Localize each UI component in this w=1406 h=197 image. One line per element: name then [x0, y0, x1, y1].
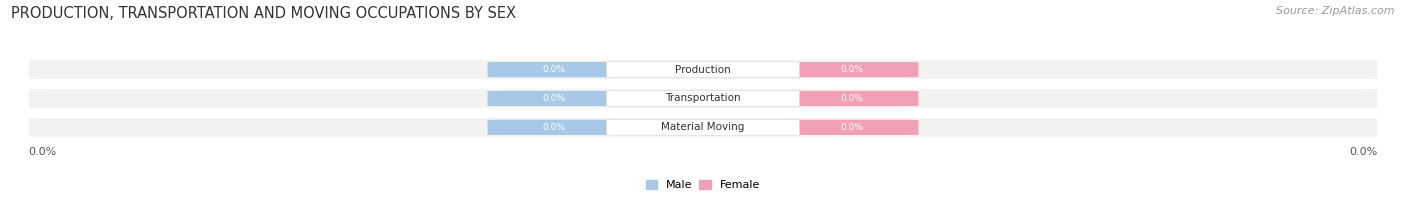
- Text: 0.0%: 0.0%: [841, 94, 863, 103]
- Legend: Male, Female: Male, Female: [647, 180, 759, 190]
- Text: 0.0%: 0.0%: [543, 123, 565, 132]
- FancyBboxPatch shape: [488, 120, 621, 135]
- FancyBboxPatch shape: [606, 62, 800, 77]
- Text: 0.0%: 0.0%: [841, 123, 863, 132]
- Text: Production: Production: [675, 65, 731, 75]
- Text: 0.0%: 0.0%: [543, 65, 565, 74]
- FancyBboxPatch shape: [30, 118, 1376, 137]
- Text: Transportation: Transportation: [665, 94, 741, 103]
- Text: Source: ZipAtlas.com: Source: ZipAtlas.com: [1277, 6, 1395, 16]
- FancyBboxPatch shape: [785, 62, 918, 77]
- FancyBboxPatch shape: [606, 91, 800, 106]
- Text: 0.0%: 0.0%: [841, 65, 863, 74]
- Text: 0.0%: 0.0%: [543, 94, 565, 103]
- FancyBboxPatch shape: [785, 120, 918, 135]
- Text: PRODUCTION, TRANSPORTATION AND MOVING OCCUPATIONS BY SEX: PRODUCTION, TRANSPORTATION AND MOVING OC…: [11, 6, 516, 21]
- FancyBboxPatch shape: [488, 62, 621, 77]
- FancyBboxPatch shape: [30, 89, 1376, 108]
- FancyBboxPatch shape: [30, 60, 1376, 79]
- Text: Material Moving: Material Moving: [661, 122, 745, 132]
- FancyBboxPatch shape: [488, 91, 621, 106]
- FancyBboxPatch shape: [785, 91, 918, 106]
- FancyBboxPatch shape: [606, 120, 800, 135]
